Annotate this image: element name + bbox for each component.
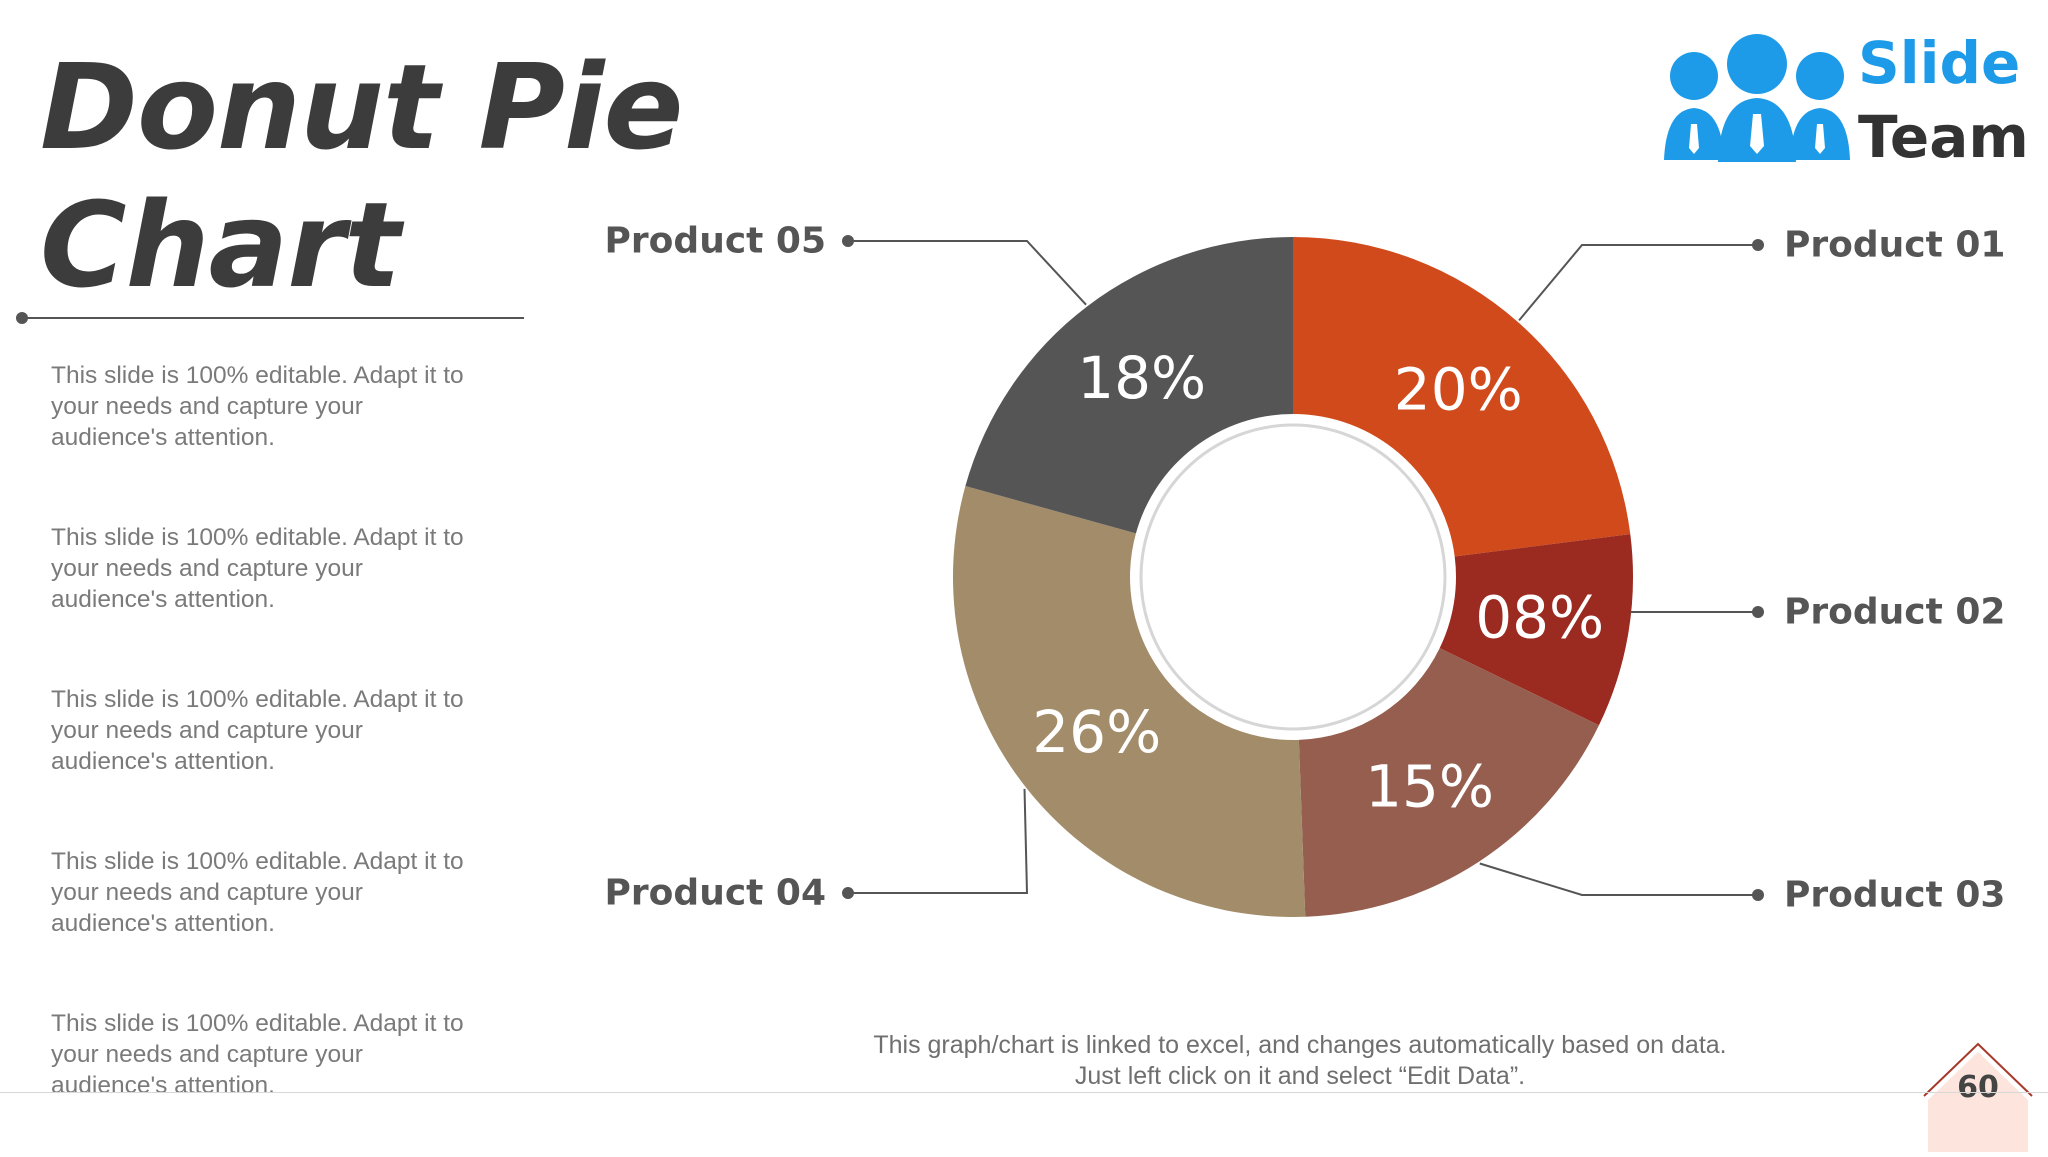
bottom-divider [0,1092,2048,1093]
page-number-badge: 60 [1908,1012,2048,1152]
page-number: 60 [1957,1070,1999,1105]
percent-label-product-05: 18% [1077,344,1206,412]
leader-dot-product-04 [842,887,854,899]
leader-line-product-01 [1518,244,1758,322]
logo-word-slide: Slide [1858,29,2021,97]
description-text-5: This slide is 100% editable. Adapt it to… [51,1010,464,1099]
slideteam-logo: Slide Team [1662,28,2029,168]
title-underline [24,317,524,319]
description-text-2: This slide is 100% editable. Adapt it to… [51,524,464,613]
slide-title-line-2: Chart [40,176,401,314]
category-label-product-04: Product 04 [605,873,826,914]
category-label-product-02: Product 02 [1784,592,2005,633]
donut-slice-product-05[interactable] [965,237,1293,534]
category-label-product-01: Product 01 [1784,225,2005,266]
leader-line-product-03 [1479,862,1758,896]
percent-label-product-01: 20% [1394,355,1523,423]
leader-line-product-05 [848,240,1087,306]
description-text-3: This slide is 100% editable. Adapt it to… [51,686,464,775]
donut-slice-product-03[interactable] [1298,648,1599,917]
title-underline-dot [16,312,28,324]
leader-dot-product-03 [1752,889,1764,901]
donut-inner-ring [1139,423,1447,731]
percentage-labels: 20% 08% 15% 26% 18% [1032,344,1604,820]
leader-dot-product-01 [1752,239,1764,251]
team-people-icon [1664,34,1850,162]
percent-label-product-02: 08% [1475,583,1604,651]
percent-label-product-03: 15% [1365,752,1494,820]
slide-title-line-1: Donut Pie [40,38,683,176]
page-badge-shape [1923,1042,2033,1152]
description-text-1: This slide is 100% editable. Adapt it to… [51,362,464,451]
donut-slice-product-04[interactable] [953,486,1306,917]
leader-dot-product-02 [1752,606,1764,618]
category-label-product-05: Product 05 [605,221,826,262]
description-text-4: This slide is 100% editable. Adapt it to… [51,848,464,937]
leader-lines [842,235,1764,901]
leader-line-product-04 [848,788,1029,894]
donut-slice-product-02[interactable] [1439,534,1633,726]
donut-slice-product-01[interactable] [1293,237,1631,557]
leader-dot-product-05 [842,235,854,247]
slide-title: Donut Pie Chart [40,38,683,314]
category-label-product-03: Product 03 [1784,875,2005,916]
product-labels: Product 01 Product 02 Product 03 Product 04… [605,221,2006,916]
chart-footnote: This graph/chart is linked to excel, and… [873,1031,1727,1090]
logo-word-team: Team [1858,103,2029,171]
percent-label-product-04: 26% [1032,698,1161,766]
donut-slices[interactable] [953,237,1633,917]
